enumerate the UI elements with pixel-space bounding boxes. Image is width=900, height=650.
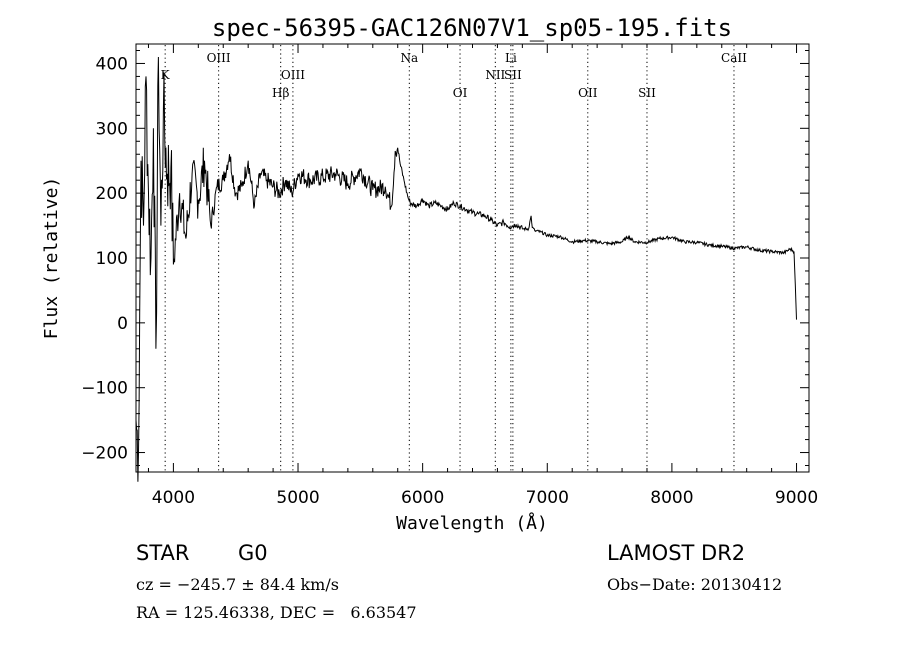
spectral-line-label: OII <box>578 86 598 100</box>
spectral-line-label: OIII <box>207 51 231 65</box>
x-tick-label: 8000 <box>650 488 693 508</box>
object-subclass: G0 <box>238 541 268 565</box>
spectral-line-label: K <box>161 68 171 82</box>
y-tick-label: 0 <box>117 314 128 334</box>
plot-frame <box>135 43 810 473</box>
spectral-line-label: SII <box>504 68 522 82</box>
x-tick-label: 4000 <box>152 488 195 508</box>
y-tick-label: −200 <box>81 444 128 464</box>
x-tick-label: 6000 <box>401 488 444 508</box>
spectrum-line <box>135 56 797 482</box>
y-tick-label: 300 <box>96 119 128 139</box>
y-axis-ticks: −200 −100 0 100 200 300 400 <box>81 49 809 467</box>
chart-title: spec-56395-GAC126N07V1_sp05-195.fits <box>212 14 732 42</box>
y-tick-label: 100 <box>96 249 128 269</box>
spectral-line-label: Na <box>400 51 418 65</box>
redshift-velocity: cz = −245.7 ± 84.4 km/s <box>136 575 339 594</box>
spectral-line-label: SII <box>638 86 656 100</box>
observation-date: Obs−Date: 20130412 <box>607 575 783 594</box>
spectral-line-label: Hβ <box>272 86 289 100</box>
x-tick-label: 5000 <box>276 488 319 508</box>
y-tick-label: 400 <box>96 54 128 74</box>
x-axis-label: Wavelength (Å) <box>396 512 548 534</box>
y-tick-label: −100 <box>81 379 128 399</box>
survey-name: LAMOST DR2 <box>607 541 746 565</box>
sky-coordinates: RA = 125.46338, DEC = 6.63547 <box>136 603 417 622</box>
x-tick-label: 9000 <box>775 488 818 508</box>
spectral-line-label: NII <box>485 68 505 82</box>
spectral-line-label: OIII <box>281 68 305 82</box>
spectral-line-label: OI <box>453 86 468 100</box>
object-class: STAR <box>136 541 190 565</box>
x-axis-ticks: 4000 5000 6000 7000 8000 9000 <box>147 44 818 508</box>
spectral-line-label: Li <box>505 51 517 65</box>
y-axis-label: Flux (relative) <box>41 177 62 340</box>
x-tick-label: 7000 <box>526 488 569 508</box>
y-tick-label: 200 <box>96 184 128 204</box>
spectrum-series <box>135 56 797 482</box>
spectral-line-markers <box>164 45 735 471</box>
spectral-line-label: CaII <box>721 51 747 65</box>
